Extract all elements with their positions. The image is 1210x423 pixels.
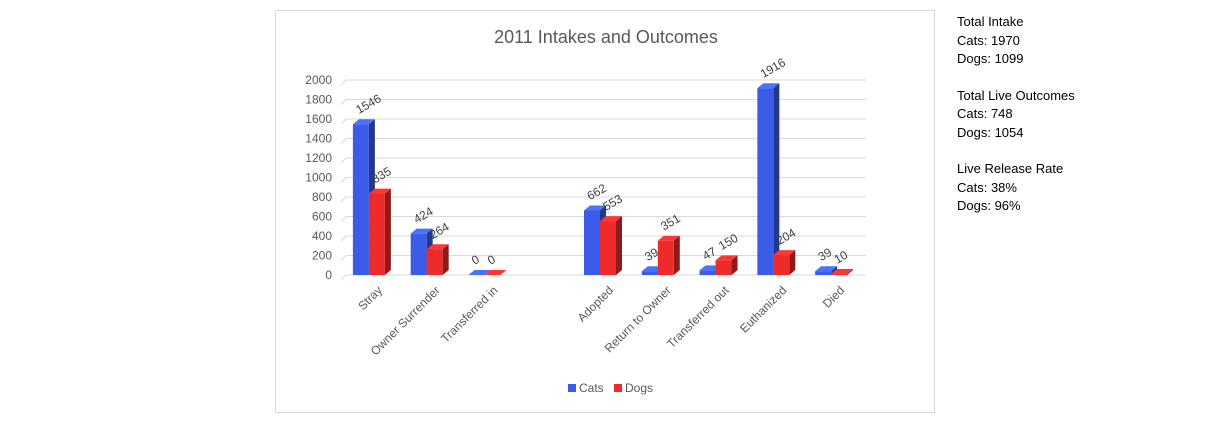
y-tick-label: 1000: [305, 171, 332, 185]
bar-cats: [757, 88, 774, 275]
y-tick-label: 1400: [305, 132, 332, 146]
total-live-outcomes-block: Total Live Outcomes Cats: 748 Dogs: 1054: [957, 87, 1197, 143]
data-label-cats: 1916: [758, 55, 788, 81]
data-label-cats: 0: [469, 252, 482, 268]
bar-side-dogs: [789, 250, 796, 275]
bar-side-dogs: [384, 188, 391, 275]
gridline-depth: [340, 274, 347, 281]
y-tick-label: 1200: [305, 151, 332, 165]
data-label-dogs: 150: [716, 231, 741, 253]
gridline-depth: [340, 99, 347, 105]
x-category-label: Transferred in: [438, 283, 500, 345]
summary-panel: Total Intake Cats: 1970 Dogs: 1099 Total…: [957, 13, 1197, 234]
bar-top-cats: [352, 119, 375, 125]
data-label-cats: 39: [816, 245, 835, 264]
bar-dogs: [657, 240, 674, 275]
total-live-outcomes-dogs: Dogs: 1054: [957, 124, 1024, 140]
data-label-cats: 424: [411, 204, 436, 226]
bar-dogs: [368, 193, 385, 275]
total-intake-title: Total Intake: [957, 14, 1024, 29]
bar-top-dogs: [715, 255, 738, 261]
live-release-rate-title: Live Release Rate: [957, 161, 1064, 176]
bar-dogs: [600, 221, 616, 275]
bar-cats: [584, 210, 600, 275]
legend-swatch-cats: [568, 384, 576, 392]
bar-top-cats: [815, 266, 838, 272]
gridline-depth: [340, 177, 347, 183]
chart-canvas: 2011 Intakes and Outcomes 0 200 400 600 800 1…: [305, 27, 866, 395]
x-category-label: Euthanized: [737, 283, 789, 335]
data-label-cats: 1546: [353, 91, 383, 117]
bar-top-dogs: [426, 244, 449, 250]
data-label-dogs: 0: [485, 252, 498, 268]
bar-dogs: [426, 249, 443, 275]
bar-top-dogs: [600, 216, 622, 222]
gridline-depth: [340, 157, 347, 164]
bar-side-dogs: [442, 244, 449, 275]
gridline-depth: [340, 255, 347, 261]
total-live-outcomes-title: Total Live Outcomes: [957, 87, 1075, 103]
gridline-depth: [340, 235, 347, 242]
live-release-rate-cats: Cats: 38%: [957, 179, 1017, 195]
bar-side-cats: [773, 83, 780, 275]
bar-top-cats: [410, 228, 433, 234]
data-label-cats: 47: [700, 244, 719, 263]
total-intake-cats: Cats: 1970: [957, 32, 1020, 48]
bar-top-dogs: [831, 269, 854, 275]
bar-cats: [410, 233, 427, 275]
gridline-depth: [340, 138, 347, 144]
y-tick-label: 400: [312, 229, 332, 243]
total-intake-dogs: Dogs: 1099: [957, 51, 1024, 66]
bar-top-dogs: [484, 270, 507, 275]
bar-side-dogs: [673, 235, 680, 275]
y-tick-label: 600: [312, 210, 332, 224]
gridline-depth: [340, 216, 347, 222]
bar-cats: [352, 124, 369, 275]
gridline-depth: [340, 118, 347, 125]
legend-label-cats: Cats: [579, 381, 604, 395]
x-category-label: Died: [820, 283, 847, 310]
total-intake-block: Total Intake Cats: 1970 Dogs: 1099: [957, 13, 1197, 69]
data-label-dogs: 10: [832, 248, 851, 267]
y-tick-label: 2000: [305, 73, 332, 87]
bar-cats: [699, 270, 716, 275]
bar-top-cats: [584, 205, 606, 211]
legend-swatch-dogs: [614, 384, 622, 392]
chart-title: 2011 Intakes and Outcomes: [494, 27, 718, 47]
bar-dogs: [831, 274, 848, 275]
total-live-outcomes-cats: Cats: 748: [957, 106, 1013, 121]
bar-dogs: [715, 260, 732, 275]
data-label-dogs: 351: [658, 211, 683, 233]
bar-top-dogs: [773, 250, 796, 256]
bar-dogs: [773, 255, 790, 275]
bar-side-dogs: [731, 255, 738, 275]
legend-label-dogs: Dogs: [625, 381, 653, 395]
live-release-rate-dogs: Dogs: 96%: [957, 198, 1021, 213]
bar-cats: [641, 271, 658, 275]
x-category-label: Stray: [355, 283, 385, 313]
chart-frame: 2011 Intakes and Outcomes 0 200 400 600 800 1…: [275, 10, 935, 413]
bar-top-dogs: [368, 188, 391, 194]
gridline-depth: [340, 79, 347, 86]
live-release-rate-block: Live Release Rate Cats: 38% Dogs: 96%: [957, 160, 1197, 216]
bar-side-dogs: [616, 216, 622, 275]
y-tick-label: 200: [312, 249, 332, 263]
gridline-depth: [340, 196, 347, 203]
x-category-label: Transferred out: [664, 283, 732, 351]
y-tick-label: 0: [325, 268, 332, 282]
bar-top-cats: [757, 83, 780, 89]
y-tick-label: 1600: [305, 112, 332, 126]
y-tick-label: 1800: [305, 93, 332, 107]
data-label-cats: 39: [642, 245, 661, 264]
bar-side-dogs: [847, 269, 854, 275]
bar-cats: [815, 271, 832, 275]
bar-top-cats: [468, 270, 491, 275]
y-tick-label: 800: [312, 190, 332, 204]
x-category-label: Adopted: [575, 283, 617, 325]
bar-top-dogs: [657, 235, 680, 241]
